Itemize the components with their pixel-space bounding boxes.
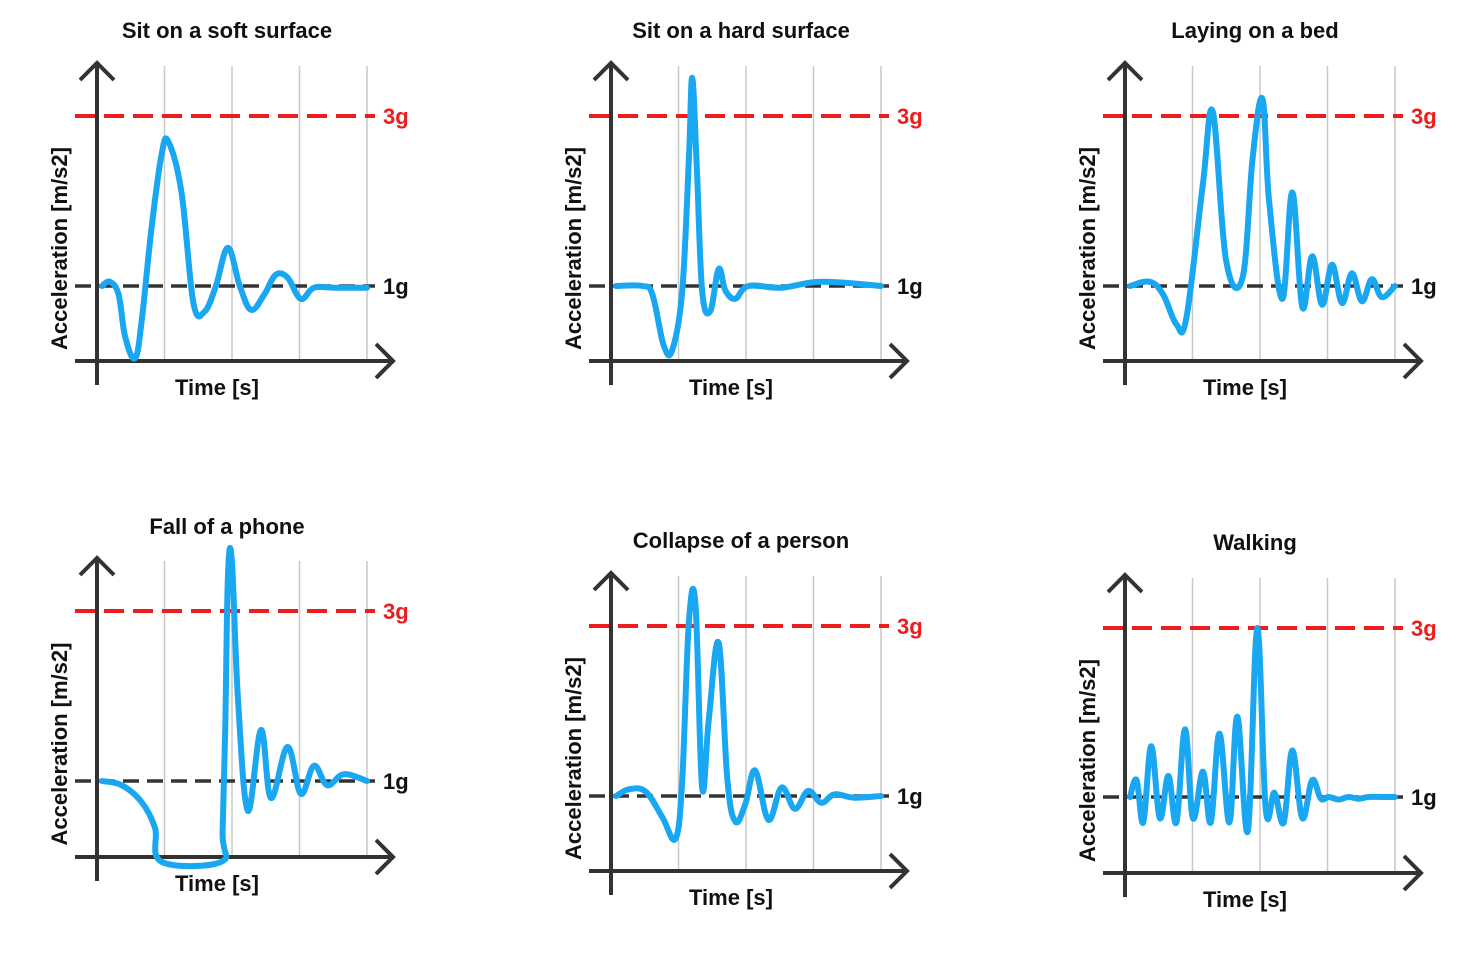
x-axis-arrow-icon	[1402, 342, 1424, 380]
threshold-3g-label: 3g	[1411, 616, 1437, 641]
y-axis-arrow-icon	[78, 555, 116, 577]
chart-title: Walking	[1213, 530, 1297, 555]
chart-title: Sit on a soft surface	[122, 18, 332, 43]
x-axis-arrow-icon	[888, 852, 910, 890]
baseline-1g-label: 1g	[383, 769, 409, 794]
x-axis-arrow-icon	[374, 838, 396, 876]
chart-title: Sit on a hard surface	[632, 18, 850, 43]
chart-panel: 3g 1g Collapse of a person Time [s] Accelera…	[561, 528, 923, 910]
x-axis-arrow-icon	[374, 342, 396, 380]
y-axis-arrow-icon	[1106, 60, 1144, 82]
signal-line	[99, 544, 370, 870]
baseline-1g-label: 1g	[383, 274, 409, 299]
threshold-3g-label: 3g	[383, 599, 409, 624]
chart-panel: 3g 1g Fall of a phone Time [s] Acceleration …	[47, 514, 409, 896]
y-axis-arrow-icon	[1106, 572, 1144, 594]
y-axis-label: Acceleration [m/s2]	[47, 147, 72, 350]
y-axis-label: Acceleration [m/s2]	[1075, 147, 1100, 350]
threshold-3g-label: 3g	[897, 104, 923, 129]
x-axis-label: Time [s]	[175, 375, 259, 400]
x-axis-label: Time [s]	[689, 375, 773, 400]
chart-title: Laying on a bed	[1171, 18, 1338, 43]
x-axis-arrow-icon	[888, 342, 910, 380]
baseline-1g-label: 1g	[897, 784, 923, 809]
y-axis-label: Acceleration [m/s2]	[561, 657, 586, 860]
threshold-3g-label: 3g	[383, 104, 409, 129]
y-axis-arrow-icon	[592, 570, 630, 592]
chart-panel: 3g 1g Sit on a hard surface Time [s] Acceler…	[561, 18, 923, 400]
signal-line	[613, 74, 884, 359]
y-axis-label: Acceleration [m/s2]	[47, 643, 72, 846]
baseline-1g-label: 1g	[1411, 274, 1437, 299]
chart-title: Fall of a phone	[149, 514, 304, 539]
x-axis-label: Time [s]	[1203, 887, 1287, 912]
x-axis-label: Time [s]	[689, 885, 773, 910]
signal-line	[99, 135, 370, 362]
x-axis-arrow-icon	[1402, 854, 1424, 892]
baseline-1g-label: 1g	[1411, 785, 1437, 810]
y-axis-label: Acceleration [m/s2]	[561, 147, 586, 350]
y-axis-label: Acceleration [m/s2]	[1075, 659, 1100, 862]
chart-panel: 3g 1g Walking Time [s] Acceleration [m/s2]	[1075, 530, 1437, 912]
y-axis-arrow-icon	[592, 60, 630, 82]
chart-panel: 3g 1g Laying on a bed Time [s] Acceleration …	[1075, 18, 1437, 400]
baseline-1g-label: 1g	[897, 274, 923, 299]
signal-line	[1127, 94, 1398, 336]
chart-title: Collapse of a person	[633, 528, 849, 553]
chart-panel: 3g 1g Sit on a soft surface Time [s] Acceler…	[47, 18, 409, 400]
y-axis-arrow-icon	[78, 60, 116, 82]
x-axis-label: Time [s]	[1203, 375, 1287, 400]
threshold-3g-label: 3g	[1411, 104, 1437, 129]
x-axis-label: Time [s]	[175, 871, 259, 896]
threshold-3g-label: 3g	[897, 614, 923, 639]
signal-line	[1127, 624, 1398, 836]
signal-line	[613, 585, 884, 843]
